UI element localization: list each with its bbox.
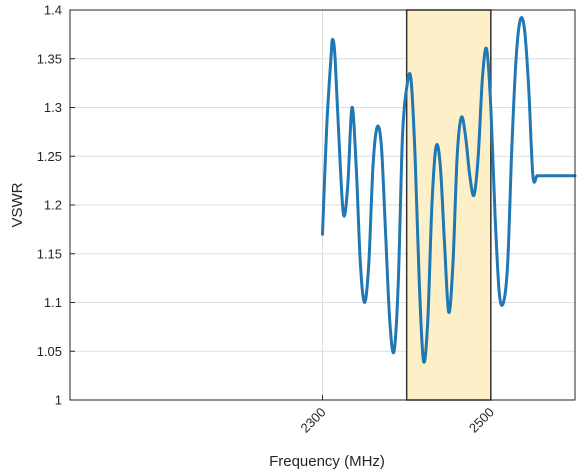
y-tick-label: 1.2: [44, 198, 62, 213]
y-axis-label: VSWR: [9, 182, 26, 227]
y-tick-label: 1.25: [37, 149, 62, 164]
y-tick-label: 1.05: [37, 344, 62, 359]
y-tick-label: 1.3: [44, 100, 62, 115]
y-tick-label: 1.4: [44, 3, 62, 18]
y-tick-label: 1.1: [44, 295, 62, 310]
x-tick-label: 2300: [298, 405, 329, 436]
y-tick-label: 1.35: [37, 51, 62, 66]
x-axis-ticks: 2300 2500: [298, 395, 497, 436]
x-tick-label: 2500: [466, 405, 497, 436]
highlight-band: [405, 9, 492, 401]
vswr-series-line: [321, 16, 577, 364]
y-tick-label: 1.15: [37, 246, 62, 261]
y-axis-ticks: 1 1.05 1.1 1.15 1.2 1.25 1.3 1.35 1.4: [37, 3, 75, 408]
x-axis-label: Frequency (MHz): [269, 453, 385, 470]
y-tick-label: 1: [55, 393, 62, 408]
